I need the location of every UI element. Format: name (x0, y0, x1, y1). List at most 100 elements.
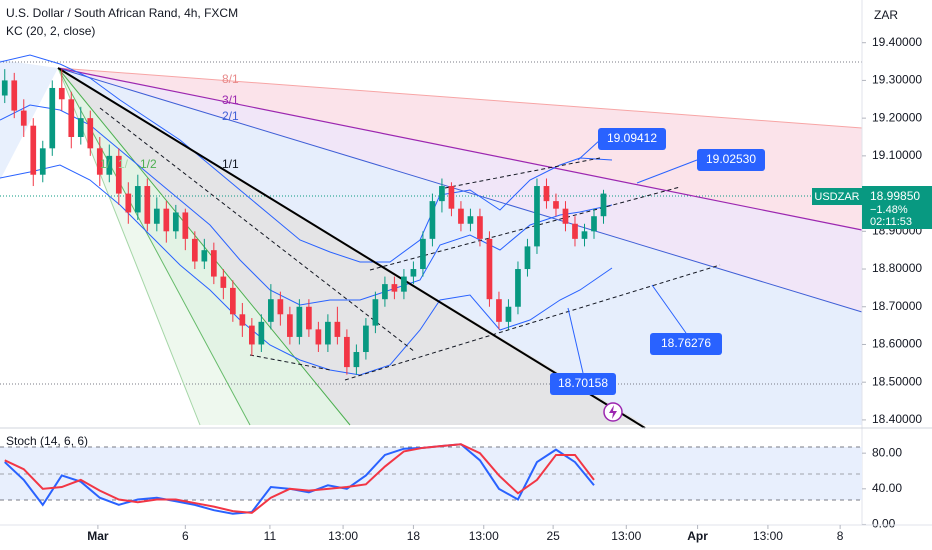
candle-body (543, 186, 550, 202)
candle-body (553, 201, 559, 209)
symbol-label: USDZAR (814, 191, 859, 203)
trend-line (57, 67, 646, 429)
channel-line (344, 264, 721, 381)
callout-leader (567, 307, 584, 374)
x-tick-label: 25 (546, 529, 560, 543)
x-tick-label: 13:00 (611, 529, 641, 543)
candle-body (87, 118, 94, 149)
candle-body (163, 208, 170, 232)
x-tick-label: 13:00 (469, 529, 499, 543)
candle-body (515, 269, 521, 307)
y-tick-label: 18.40000 (872, 412, 922, 426)
candle-body (401, 276, 407, 292)
candle-body (296, 306, 303, 337)
fan-line (57, 67, 863, 313)
candle-body (96, 148, 103, 175)
callout-label: 19.09412 (607, 131, 657, 145)
candle-body (372, 299, 379, 326)
candle-body (363, 325, 369, 353)
candle-body (258, 321, 265, 345)
callout (697, 149, 765, 171)
y-tick-label: 18.50000 (872, 374, 922, 388)
candle-body (239, 314, 246, 326)
candle-body (534, 186, 540, 247)
fan-label: 2/1 (222, 109, 239, 123)
kc-upper (0, 54, 613, 263)
candles (1, 69, 607, 375)
candle-body (439, 186, 445, 202)
stoch-tick-label: 40.00 (872, 481, 902, 495)
fan-label: 8/1 (222, 72, 239, 86)
candle-body (458, 208, 464, 224)
candle-body (344, 336, 350, 368)
candle-body (58, 87, 65, 100)
candle-body (191, 238, 198, 262)
candle-body (125, 193, 132, 213)
x-tick-label: 8 (837, 529, 844, 543)
callout-label: 19.02530 (706, 152, 756, 166)
stoch-line (4, 443, 595, 514)
candle-body (115, 155, 122, 194)
currency-label: ZAR (874, 8, 898, 22)
x-tick-label: 13:00 (753, 529, 783, 543)
x-tick-label: Mar (87, 529, 109, 543)
candle-body (477, 216, 483, 239)
indicator-label: KC (20, 2, close) (6, 24, 95, 38)
candle-body (353, 352, 360, 368)
stoch-band (0, 447, 862, 500)
kc-middle (0, 104, 613, 306)
x-tick-label: 6 (182, 529, 189, 543)
channel-line (99, 107, 416, 353)
candle-body (287, 314, 293, 337)
candle-body (30, 125, 37, 175)
callout-label: 18.70158 (558, 376, 608, 390)
candle-body (77, 118, 84, 138)
fan-label: 1/1 (222, 157, 239, 171)
candle-body (467, 216, 474, 224)
y-axis: 19.4000019.3000019.2000019.1000018.90000… (862, 35, 922, 531)
candle-body (49, 87, 56, 149)
countdown: 02:11:53 (870, 216, 912, 228)
candle-body (391, 284, 398, 292)
candle-body (486, 238, 493, 300)
stoch-tick-label: 80.00 (872, 445, 902, 459)
channel-line (444, 157, 601, 189)
candle-body (277, 299, 284, 315)
candle-body (334, 321, 341, 337)
candle-body (39, 148, 46, 175)
candle-body (68, 99, 75, 138)
y-tick-label: 19.30000 (872, 73, 922, 87)
price-badge (862, 186, 932, 229)
candle-body (315, 329, 322, 345)
candle-body (229, 287, 236, 315)
candle-body (591, 216, 597, 232)
callout-label: 18.76276 (661, 336, 711, 350)
candle-body (106, 155, 113, 175)
stoch-tick-label: 0.00 (872, 517, 896, 531)
callout-leader (577, 139, 601, 161)
candle-body (134, 186, 141, 213)
callout (550, 373, 616, 395)
y-tick-label: 18.80000 (872, 261, 922, 275)
y-tick-label: 19.40000 (872, 35, 922, 49)
y-tick-label: 19.10000 (872, 148, 922, 162)
fan-label: 1/ (118, 157, 129, 171)
candle-body (11, 80, 18, 111)
candle-body (144, 186, 151, 224)
candle-body (420, 238, 426, 270)
callout (650, 333, 722, 355)
candle-body (600, 193, 607, 217)
candle-body (201, 250, 208, 262)
x-tick-label: Apr (687, 529, 708, 543)
x-tick-label: 11 (264, 529, 277, 543)
fan-label: 3/1 (222, 93, 239, 107)
y-tick-label: 18.70000 (872, 299, 922, 313)
price-change: −1.48% (870, 204, 908, 216)
stoch-title: Stoch (14, 6, 6) (6, 434, 88, 448)
candle-body (325, 321, 331, 345)
fan-line (57, 67, 863, 129)
y-tick-label: 18.60000 (872, 337, 922, 351)
candle-body (496, 299, 502, 322)
candle-body (306, 306, 312, 330)
candle-body (268, 299, 274, 322)
